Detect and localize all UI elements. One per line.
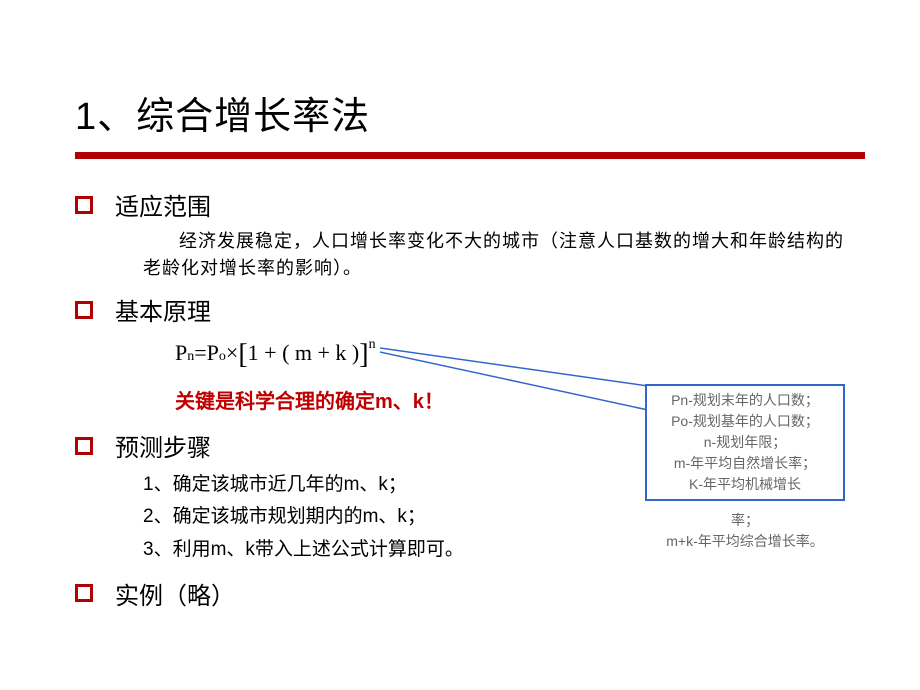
formula-po-sub: o <box>219 349 226 365</box>
bullet-icon <box>75 196 93 214</box>
section-scope-header: 适应范围 <box>75 187 860 222</box>
section-scope: 适应范围 经济发展稳定，人口增长率变化不大的城市（注意人口基数的增大和年龄结构的… <box>75 187 860 282</box>
legend-item: Pn-规划末年的人口数； <box>655 390 835 411</box>
formula-inner: 1 + ( m + k ) <box>248 340 360 366</box>
formula: Pn = Po × [ 1 + ( m + k ) ]n <box>175 337 860 369</box>
formula-exp: n <box>369 337 376 353</box>
legend-overflow: 率； m+k-年平均综合增长率。 <box>645 510 845 552</box>
formula-times: × <box>226 340 238 366</box>
legend-item: m-年平均自然增长率； <box>655 453 835 474</box>
section-principle-header: 基本原理 <box>75 292 860 327</box>
legend-item: Po-规划基年的人口数； <box>655 411 835 432</box>
bullet-icon <box>75 437 93 455</box>
bracket-right: ] <box>359 339 368 371</box>
bullet-icon <box>75 584 93 602</box>
formula-expression: Pn = Po × [ 1 + ( m + k ) ]n <box>175 337 376 369</box>
legend-item: m+k-年平均综合增长率。 <box>645 531 845 552</box>
formula-po: P <box>207 340 219 366</box>
title-underline <box>75 152 865 159</box>
steps-title: 预测步骤 <box>115 428 211 463</box>
section-example: 实例（略） <box>75 576 860 611</box>
legend-item: n-规划年限； <box>655 432 835 453</box>
legend-box: Pn-规划末年的人口数； Po-规划基年的人口数； n-规划年限； m-年平均自… <box>645 384 845 501</box>
scope-body: 经济发展稳定，人口增长率变化不大的城市（注意人口基数的增大和年龄结构的老龄化对增… <box>143 228 860 282</box>
formula-pn: P <box>175 340 187 366</box>
principle-title: 基本原理 <box>115 292 211 327</box>
formula-eq: = <box>194 340 206 366</box>
legend-item: K-年平均机械增长 <box>655 474 835 495</box>
section-example-header: 实例（略） <box>75 576 860 611</box>
bracket-left: [ <box>238 339 247 371</box>
example-title: 实例（略） <box>115 576 235 611</box>
bullet-icon <box>75 301 93 319</box>
slide-title: 1、综合增长率法 <box>75 85 860 140</box>
scope-title: 适应范围 <box>115 187 211 222</box>
slide-container: 1、综合增长率法 适应范围 经济发展稳定，人口增长率变化不大的城市（注意人口基数… <box>0 0 920 690</box>
legend-item: 率； <box>645 510 845 531</box>
formula-pn-sub: n <box>187 349 194 365</box>
